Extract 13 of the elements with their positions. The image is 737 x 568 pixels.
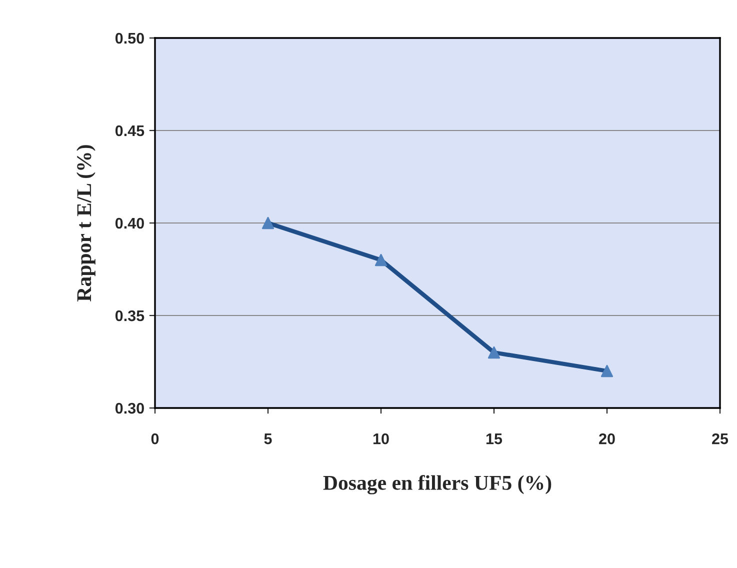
y-tick-label: 0.50: [115, 32, 144, 44]
x-axis-title: Dosage en fillers UF5 (%): [323, 475, 552, 494]
y-tick-label: 0.30: [115, 402, 144, 414]
x-tick-label: 10: [373, 433, 389, 444]
x-tick-label: 25: [712, 433, 728, 444]
y-axis-title: Rappor t E/L (%): [76, 145, 96, 302]
x-tick-label: 15: [486, 434, 502, 444]
x-tick-label: 5: [264, 434, 272, 444]
x-tick-label: 20: [599, 433, 615, 444]
x-tick-label: 0: [151, 433, 159, 444]
y-tick-label: 0.40: [115, 218, 144, 229]
y-tick-label: 0.35: [115, 310, 144, 322]
y-tick-label: 0.45: [115, 125, 144, 136]
